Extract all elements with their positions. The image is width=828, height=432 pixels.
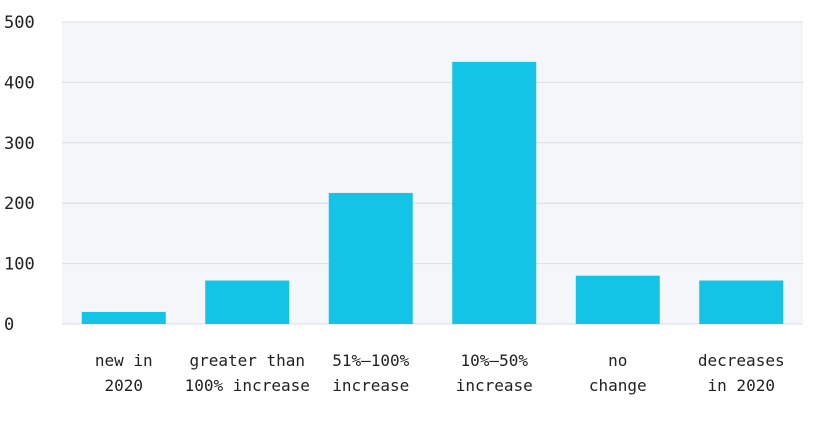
bars [81,61,784,324]
bar-2 [328,192,413,324]
y-axis-tick-labels: 0 100 200 300 400 500 [4,13,35,335]
y-tick-label: 200 [4,194,35,214]
bar-0 [81,311,166,324]
y-tick-label: 0 [4,315,14,335]
x-category-label: no change [589,351,647,395]
x-category-label: decreases in 2020 [698,351,785,395]
x-category-label-line: 100% increase [185,376,310,395]
plot-background [62,22,803,324]
x-category-label-line: 2020 [104,376,143,395]
gridlines [62,21,803,325]
x-category-label-line: decreases [698,351,785,370]
x-category-label: 51%–100% increase [332,351,409,395]
x-category-label-line: no [608,351,627,370]
x-category-label-line: new in [95,351,153,370]
y-tick-label: 500 [4,13,35,33]
x-category-label-line: 51%–100% [332,351,409,370]
bar-3 [452,61,537,324]
x-category-label: greater than 100% increase [185,351,310,395]
x-category-label-line: increase [332,376,409,395]
x-category-label-line: greater than [189,351,305,370]
x-category-label: 10%–50% increase [456,351,533,395]
y-tick-label: 400 [4,73,35,93]
bar-5 [699,280,784,324]
bar-1 [205,280,290,324]
x-category-label-line: increase [456,376,533,395]
y-tick-label: 100 [4,255,35,275]
x-category-label: new in 2020 [95,351,153,395]
y-tick-label: 300 [4,134,35,154]
x-category-label-line: 10%–50% [461,351,529,370]
x-axis-category-labels: new in 2020 greater than 100% increase 51%–1… [95,351,785,395]
x-category-label-line: change [589,376,647,395]
x-category-label-line: in 2020 [708,376,775,395]
bar-4 [575,275,660,324]
